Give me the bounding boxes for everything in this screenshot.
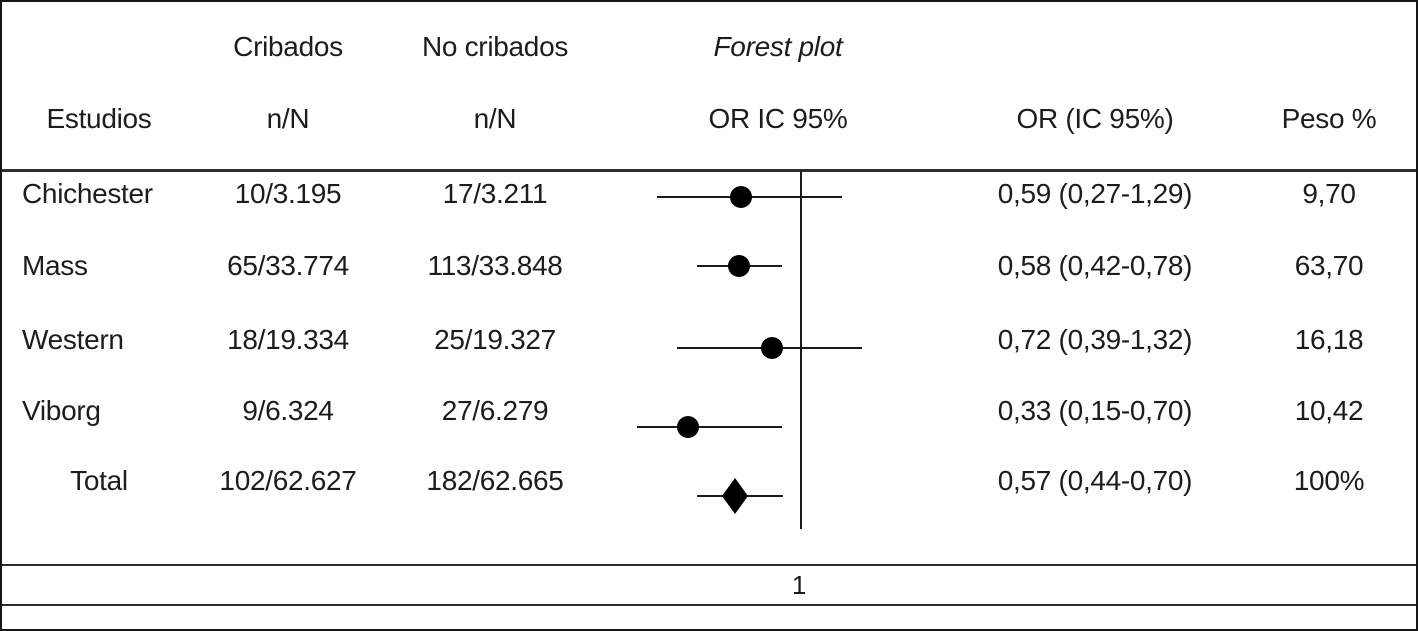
or-ci-value: 0,59 (0,27-1,29): [997, 178, 1193, 209]
header-unscreened-nN: n/N: [473, 103, 517, 134]
screened-count-total: 102/62.627: [219, 465, 357, 496]
unscreened-count: 17/3.211: [442, 178, 548, 209]
or-point-marker-mass: [728, 255, 750, 277]
study-name: Chichester: [22, 178, 153, 209]
axis-strip-top-rule: [2, 564, 1416, 566]
or-ci-value: 0,72 (0,39-1,32): [997, 324, 1193, 355]
weight-value: 16,18: [1294, 324, 1364, 355]
total-row-label: Total: [70, 465, 128, 496]
header-plot-axis-label: OR IC 95%: [708, 103, 848, 134]
weight-value-total: 100%: [1293, 465, 1365, 496]
header-unscreened-group: No cribados: [421, 31, 569, 62]
study-name: Viborg: [22, 395, 101, 426]
weight-value: 63,70: [1294, 250, 1364, 281]
header-plot-title: Forest plot: [713, 31, 843, 62]
or-reference-line: [800, 171, 802, 529]
weight-value: 10,42: [1294, 395, 1364, 426]
axis-strip-bottom-rule: [2, 604, 1416, 606]
header-separator-rule: [2, 169, 1416, 172]
header-or-ci: OR (IC 95%): [1016, 103, 1174, 134]
screened-count: 65/33.774: [227, 250, 349, 281]
study-name: Mass: [22, 250, 88, 281]
unscreened-count: 113/33.848: [427, 250, 563, 281]
screened-count: 10/3.195: [234, 178, 342, 209]
unscreened-count: 27/6.279: [441, 395, 549, 426]
study-name: Western: [22, 324, 124, 355]
unscreened-count-total: 182/62.665: [426, 465, 564, 496]
axis-tick-label: 1: [791, 570, 807, 600]
summary-diamond-marker: [722, 478, 748, 514]
ci-line-viborg: [637, 426, 782, 428]
header-screened-group: Cribados: [233, 31, 343, 62]
or-ci-value: 0,58 (0,42-0,78): [997, 250, 1193, 281]
screened-count: 18/19.334: [227, 324, 349, 355]
or-point-marker-chichester: [730, 186, 752, 208]
header-screened-nN: n/N: [266, 103, 310, 134]
screened-count: 9/6.324: [242, 395, 334, 426]
or-ci-value-total: 0,57 (0,44-0,70): [997, 465, 1193, 496]
header-weight: Peso %: [1281, 103, 1377, 134]
or-point-marker-viborg: [677, 416, 699, 438]
unscreened-count: 25/19.327: [434, 324, 556, 355]
or-point-marker-western: [761, 337, 783, 359]
weight-value: 9,70: [1302, 178, 1356, 209]
header-studies: Estudios: [46, 103, 152, 134]
or-ci-value: 0,33 (0,15-0,70): [997, 395, 1193, 426]
